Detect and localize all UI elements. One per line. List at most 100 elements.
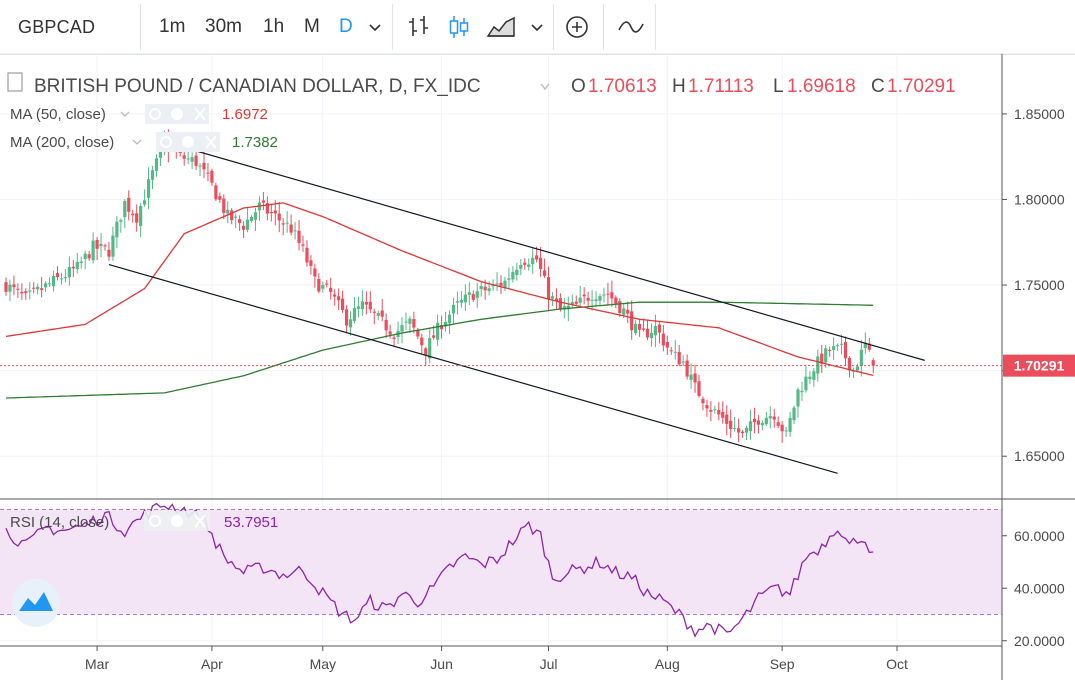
low-value: 1.69618	[787, 76, 856, 97]
candle-body	[776, 422, 780, 426]
symbol-icon	[7, 72, 23, 92]
close-value: 1.70291	[887, 76, 956, 97]
candle-body	[503, 280, 507, 289]
candle-body	[139, 205, 143, 226]
candle-body	[816, 356, 820, 374]
bar-style-icon[interactable]	[404, 12, 434, 42]
candle-body	[606, 293, 610, 295]
price-candles	[4, 129, 875, 443]
candle-body	[47, 283, 52, 285]
candle-body	[578, 297, 582, 303]
candle-body	[828, 349, 832, 351]
chevron-down-icon[interactable]	[362, 12, 388, 42]
logo-icon	[19, 592, 53, 611]
candle-body	[705, 405, 709, 409]
candle-body	[772, 416, 776, 420]
candle-body	[412, 319, 416, 328]
candle-body	[447, 314, 452, 324]
chevron-down-icon[interactable]	[524, 12, 550, 42]
candle-body	[784, 430, 788, 432]
rsi-legend-controls[interactable]	[144, 511, 210, 531]
candle-body	[4, 282, 8, 292]
candle-body	[63, 277, 67, 279]
rsi-tick-label: 60.0000	[1014, 528, 1065, 544]
candle-body	[531, 257, 535, 265]
symbol-search[interactable]: GBPCAD	[18, 16, 96, 37]
candle-body	[760, 422, 764, 426]
candle-body	[471, 294, 475, 300]
candle-body	[740, 431, 745, 434]
candle-body	[820, 353, 824, 364]
interval-1h[interactable]: 1h	[263, 16, 285, 37]
candle-body	[83, 253, 87, 260]
candle-body	[230, 210, 234, 221]
candle-body	[36, 286, 40, 290]
candle-body	[364, 301, 368, 305]
candle-body	[641, 328, 646, 330]
time-tick-label: Aug	[655, 656, 680, 672]
candle-body	[539, 257, 543, 270]
candle-body	[242, 225, 246, 230]
candle-body	[194, 155, 198, 166]
interval-1m[interactable]: 1m	[159, 16, 186, 37]
indicators-icon[interactable]	[616, 12, 646, 42]
toolbar-divider	[392, 4, 393, 50]
candle-body	[855, 366, 859, 371]
candle-body	[709, 410, 713, 412]
candle-body	[673, 351, 677, 353]
ma50-legend-controls[interactable]	[145, 104, 209, 124]
candle-body	[701, 398, 705, 404]
rsi-tick-label: 40.0000	[1014, 580, 1065, 596]
chevron-down-icon[interactable]	[540, 83, 550, 91]
chevron-down-icon[interactable]	[120, 111, 130, 117]
candle-body	[273, 210, 277, 214]
candle-body	[737, 428, 741, 433]
candle-body	[198, 165, 202, 167]
candle-body	[824, 348, 828, 363]
candle-body	[285, 222, 289, 224]
candle-body	[214, 185, 218, 200]
candle-body	[281, 223, 285, 225]
time-tick-label: Apr	[201, 656, 223, 672]
interval-30m[interactable]: 30m	[205, 16, 242, 37]
candle-body	[634, 323, 638, 334]
area-style-icon[interactable]	[486, 12, 516, 42]
candle-body	[697, 381, 701, 396]
rsi-legend-value: 53.7951	[224, 514, 278, 531]
tradingview-logo-button[interactable]	[12, 579, 60, 627]
candle-body	[744, 427, 749, 433]
candle-body	[610, 292, 614, 299]
candle-body	[99, 243, 103, 247]
candle-body	[416, 330, 420, 337]
add-compare-icon[interactable]	[562, 12, 592, 42]
candle-body	[455, 301, 460, 303]
candle-body	[511, 272, 515, 280]
candle-body	[103, 245, 107, 247]
candle-body	[832, 346, 836, 350]
channel-upper-line[interactable]	[168, 142, 925, 361]
chevron-down-icon[interactable]	[132, 139, 142, 145]
candles-style-icon[interactable]	[444, 12, 474, 42]
candle-body	[570, 302, 574, 305]
candle-body	[289, 224, 293, 233]
ma200-legend-controls[interactable]	[156, 132, 220, 152]
candle-body	[622, 308, 626, 315]
candle-body	[546, 277, 551, 300]
candle-body	[202, 162, 206, 170]
price-tick-label: 1.75000	[1014, 277, 1065, 293]
eye-icon	[160, 136, 172, 148]
interval-d[interactable]: D	[339, 16, 353, 37]
candle-body	[645, 328, 650, 338]
candle-body	[8, 284, 12, 292]
last-price-label-bg	[1003, 354, 1075, 377]
time-tick-label: Mar	[85, 656, 109, 672]
interval-m[interactable]: M	[304, 16, 320, 37]
channel-lower-line[interactable]	[108, 263, 838, 474]
candle-body	[566, 305, 570, 310]
candle-body	[527, 264, 531, 267]
open-label: O	[571, 76, 586, 97]
candle-body	[55, 273, 60, 278]
candle-body	[325, 283, 329, 285]
